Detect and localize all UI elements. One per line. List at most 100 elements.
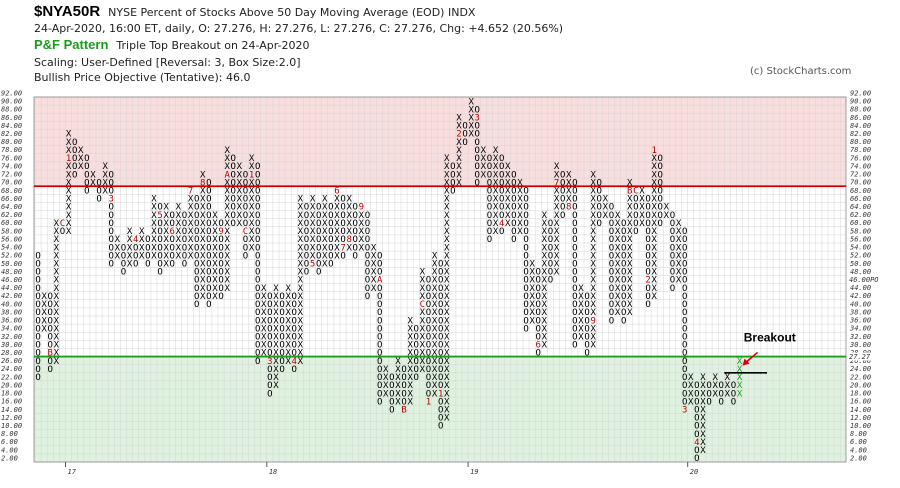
y-tick-label: 36.00 xyxy=(849,317,871,325)
o-box: O xyxy=(560,186,565,196)
x-box: X xyxy=(298,357,304,367)
o-box: O xyxy=(231,162,236,172)
x-box: X xyxy=(102,170,108,180)
o-box: O xyxy=(255,235,260,245)
x-box: X xyxy=(54,308,60,318)
x-box: X xyxy=(444,405,450,415)
o-box: O xyxy=(84,154,89,164)
y-tick-label: 80.00 xyxy=(850,138,871,146)
o-box: O xyxy=(719,381,724,391)
o-box: O xyxy=(499,195,504,205)
o-box: O xyxy=(377,365,382,375)
x-box: X xyxy=(224,146,230,156)
o-box: O xyxy=(670,211,675,221)
o-box: O xyxy=(621,259,626,269)
x-box: X xyxy=(444,243,450,253)
x-box: X xyxy=(505,195,511,205)
o-box: O xyxy=(194,251,199,261)
x-box: X xyxy=(432,316,438,326)
y-tick-label: 22.00 xyxy=(850,373,871,381)
x-box: X xyxy=(298,316,304,326)
o-box: O xyxy=(584,332,589,342)
x-box: X xyxy=(273,300,279,310)
o-box: O xyxy=(133,243,138,253)
o-box: O xyxy=(487,211,492,221)
x-box: X xyxy=(420,316,426,326)
o-box: O xyxy=(255,357,260,367)
y-tick-label: 32.00 xyxy=(849,333,871,341)
o-box: O xyxy=(255,268,260,278)
symbol[interactable]: $NYA50R xyxy=(34,3,101,20)
o-box: O xyxy=(182,211,187,221)
x-box: X xyxy=(456,122,462,132)
y-tick-label: 72.00 xyxy=(850,171,871,179)
o-box: O xyxy=(377,324,382,334)
o-box: O xyxy=(572,186,577,196)
x-box: X xyxy=(224,219,230,229)
o-box: O xyxy=(255,284,260,294)
o-box: O xyxy=(35,373,40,383)
o-box: O xyxy=(48,341,53,351)
o-box: O xyxy=(694,446,699,456)
o-box: O xyxy=(450,162,455,172)
o-box: O xyxy=(584,300,589,310)
o-box: O xyxy=(377,373,382,383)
o-box: O xyxy=(243,235,248,245)
o-box: O xyxy=(414,349,419,359)
o-box: O xyxy=(609,203,614,213)
x-box: X xyxy=(444,178,450,188)
o-box: O xyxy=(96,178,101,188)
y-tick-label: 60.00 xyxy=(850,219,871,227)
x-box: X xyxy=(590,276,596,286)
x-box: X xyxy=(615,251,621,261)
o-box: O xyxy=(682,308,687,318)
x-box: X xyxy=(298,211,304,221)
o-box: O xyxy=(621,268,626,278)
o-box: O xyxy=(438,276,443,286)
x-box: X xyxy=(298,300,304,310)
x-box: X xyxy=(115,251,121,261)
x-box: X xyxy=(334,227,340,237)
o-box: O xyxy=(719,389,724,399)
y-tick-label: 56.00 xyxy=(850,235,871,243)
y-tick-label: 26.00 xyxy=(850,357,871,365)
pf-column: XX xyxy=(664,203,670,221)
o-box: O xyxy=(328,203,333,213)
x-box: X xyxy=(590,332,596,342)
breakout-arrow xyxy=(745,351,759,364)
x-box: X xyxy=(261,324,267,334)
o-box: O xyxy=(328,251,333,261)
y-tick-label: 86.00 xyxy=(850,114,871,122)
o-box: O xyxy=(194,211,199,221)
x-box: X xyxy=(359,227,365,237)
x-box: X xyxy=(554,243,560,253)
x-box: X xyxy=(590,341,596,351)
x-box: X xyxy=(505,219,511,229)
o-box: O xyxy=(438,341,443,351)
x-box: X xyxy=(163,259,169,269)
o-box: O xyxy=(316,259,321,269)
x-box: X xyxy=(237,162,243,172)
o-box: O xyxy=(35,316,40,326)
x-box: X xyxy=(200,170,206,180)
x-box: X xyxy=(237,170,243,180)
o-box: O xyxy=(35,251,40,261)
o-box: O xyxy=(609,276,614,286)
x-box: X xyxy=(371,284,377,294)
x-box: X xyxy=(651,227,657,237)
scaling-line: Scaling: User-Defined [Reversal: 3, Box … xyxy=(34,56,301,69)
pf-column: XX xyxy=(90,170,96,188)
o-box: O xyxy=(365,284,370,294)
